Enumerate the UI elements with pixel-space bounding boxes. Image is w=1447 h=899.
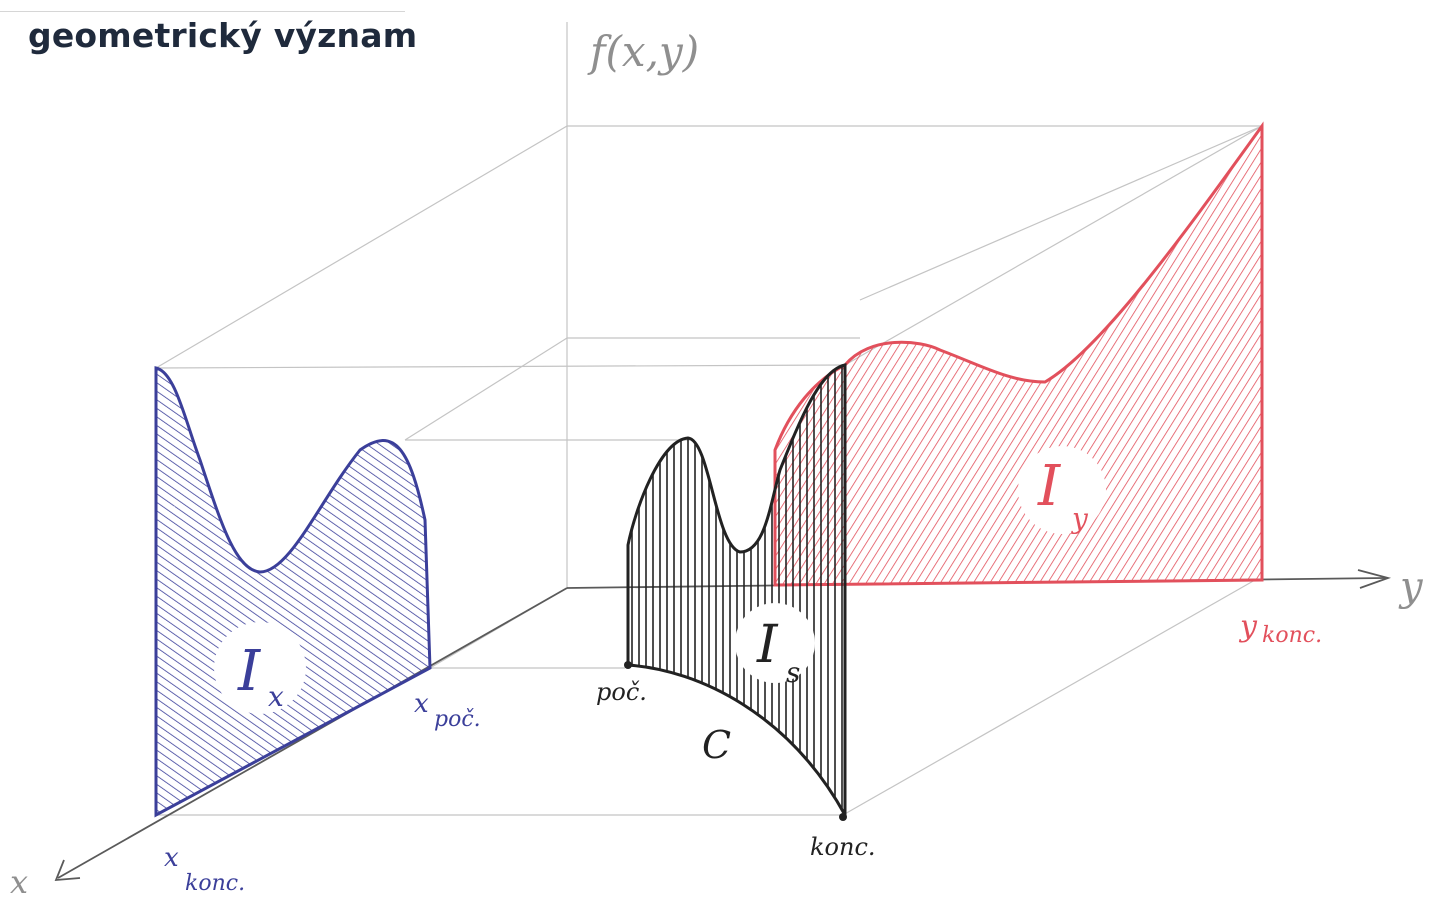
floor-right-diagonal (842, 579, 1256, 816)
back-top-diagonal (155, 125, 568, 369)
y-end-label: y (1238, 609, 1258, 644)
front-top-edge (155, 364, 846, 369)
ix-region (154, 366, 432, 818)
curve-name-label: C (702, 723, 731, 767)
y-axis-arrow-icon (1357, 569, 1392, 589)
is-region (626, 363, 847, 816)
iy-subscript: y (1070, 502, 1089, 535)
is-label: I (756, 615, 779, 675)
z-axis-label: f(x,y) (587, 27, 699, 76)
iy-region (773, 121, 1264, 587)
curve-end-point (839, 813, 847, 821)
x-axis-line (57, 587, 568, 879)
title-rule (0, 11, 405, 12)
curve-end-label: konc. (810, 833, 876, 861)
x-start-subscript: poč. (434, 707, 481, 732)
curve-start-point (624, 661, 632, 669)
x-axis-label: x (10, 863, 28, 899)
is-subscript: s (786, 656, 800, 689)
construction-lines (155, 22, 1263, 816)
right-top-diagonal (844, 125, 1263, 366)
ix-subscript: x (268, 680, 284, 713)
faint-top-right (859, 125, 1263, 301)
x-start-label: x (414, 689, 429, 719)
x-end-subscript: konc. (185, 871, 245, 896)
iy-label: I (1037, 454, 1062, 519)
y-end-subscript: konc. (1262, 623, 1322, 648)
is-label-disc (735, 603, 815, 683)
page-title: geometrický význam (28, 16, 418, 55)
iy-label-disc (1018, 446, 1106, 534)
x-end-label: x (164, 843, 179, 873)
ix-label-disc (214, 622, 306, 714)
x-axis-arrow-icon (54, 859, 81, 882)
ix-label: I (237, 639, 262, 704)
curve-start-label: poč. (596, 678, 647, 706)
inner-box-left (404, 337, 568, 441)
y-axis-label: y (1398, 564, 1424, 610)
